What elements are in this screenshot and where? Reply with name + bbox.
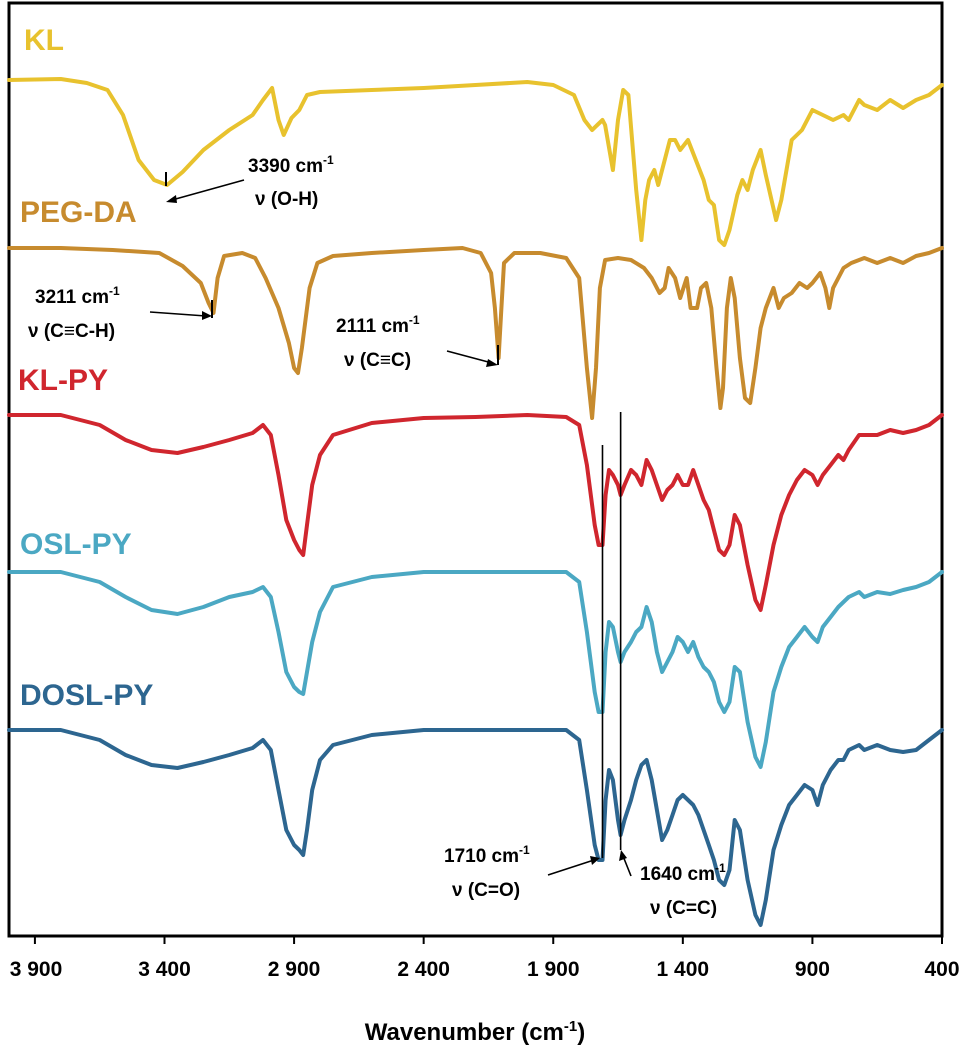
svg-text:3211 cm-1: 3211 cm-1 — [35, 284, 120, 308]
annotation-3390: 3390 cm-1 ν (O-H) — [165, 153, 334, 210]
annotation-3211-sup: -1 — [109, 284, 120, 298]
annotation-2111: 2111 cm-1 ν (C≡C) — [336, 313, 499, 371]
series-line-kl — [7, 77, 944, 247]
annotation-3390-mode: ν (O-H) — [255, 189, 318, 210]
series-line-peg-da — [7, 246, 944, 420]
annotation-3390-sup: -1 — [323, 153, 334, 167]
plot-frame — [7, 1, 944, 938]
series-group — [7, 77, 944, 927]
x-axis-title: Wavenumber (cm-1) — [365, 1018, 586, 1046]
annotation-1710-sup: -1 — [519, 843, 530, 857]
annotation-1640-sup: -1 — [715, 861, 726, 875]
annotation-2111-sup: -1 — [409, 313, 420, 327]
svg-text:2111 cm-1: 2111 cm-1 — [336, 313, 420, 337]
annotation-3211-value: 3211 cm — [35, 287, 109, 308]
annotation-1710-mode: ν (C=O) — [452, 880, 520, 901]
x-tick-label: 900 — [795, 958, 830, 981]
series-label-osl-py: OSL-PY — [20, 528, 132, 561]
x-tick-label: 3 400 — [138, 958, 191, 981]
annotation-3390-value: 3390 cm — [248, 156, 323, 177]
reference-lines — [601, 412, 622, 858]
series-label-peg-da: PEG-DA — [20, 196, 137, 229]
series-line-osl-py — [7, 570, 944, 769]
series-label-kl: KL — [24, 24, 64, 57]
series-line-dosl-py — [7, 728, 944, 927]
x-axis-title-main: Wavenumber (cm — [365, 1019, 564, 1046]
x-axis-title-end: ) — [577, 1019, 585, 1046]
svg-text:3390 cm-1: 3390 cm-1 — [248, 153, 334, 177]
x-tick-label: 2 900 — [268, 958, 321, 981]
series-label-dosl-py: DOSL-PY — [20, 679, 153, 712]
x-tick-label: 2 400 — [397, 958, 450, 981]
x-tick-label: 3 900 — [10, 958, 63, 981]
annotation-1640: 1640 cm-1 ν (C=C) — [619, 850, 726, 919]
x-axis-ticks: 3 900 3 400 2 900 2 400 1 900 1 400 900 400 — [10, 936, 960, 981]
svg-text:1710 cm-1: 1710 cm-1 — [444, 843, 530, 867]
x-tick-label: 400 — [924, 958, 959, 981]
series-line-kl-py — [7, 413, 944, 612]
annotation-3211-mode: ν (C≡C-H) — [28, 321, 115, 342]
annotation-1710: 1710 cm-1 ν (C=O) — [444, 843, 600, 901]
series-label-kl-py: KL-PY — [18, 364, 108, 397]
x-tick-label: 1 400 — [657, 958, 710, 981]
annotation-1640-value: 1640 cm — [640, 864, 715, 885]
annotation-3211: 3211 cm-1 ν (C≡C-H) — [28, 284, 213, 342]
annotation-2111-value: 2111 cm — [336, 316, 409, 337]
svg-text:1640 cm-1: 1640 cm-1 — [640, 861, 726, 885]
annotation-2111-mode: ν (C≡C) — [344, 350, 411, 371]
annotation-1640-mode: ν (C=C) — [650, 898, 717, 919]
x-tick-label: 1 900 — [527, 958, 580, 981]
x-axis-title-sup: -1 — [564, 1018, 577, 1035]
annotation-1710-value: 1710 cm — [444, 846, 519, 867]
